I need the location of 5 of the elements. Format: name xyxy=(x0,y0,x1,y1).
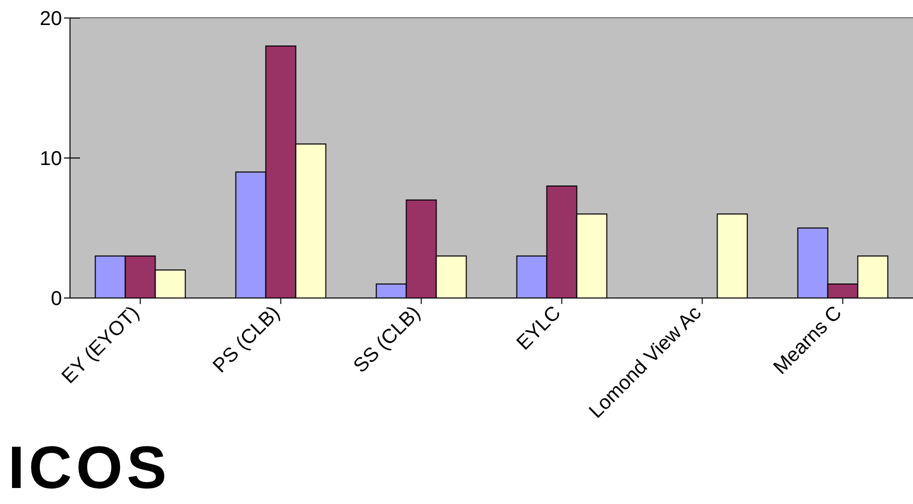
bar xyxy=(716,214,748,298)
y-tick-label: 20 xyxy=(40,8,62,30)
y-tick-label: 0 xyxy=(50,288,62,310)
y-tick-label: 10 xyxy=(40,148,62,170)
text: ICOS xyxy=(8,434,171,501)
